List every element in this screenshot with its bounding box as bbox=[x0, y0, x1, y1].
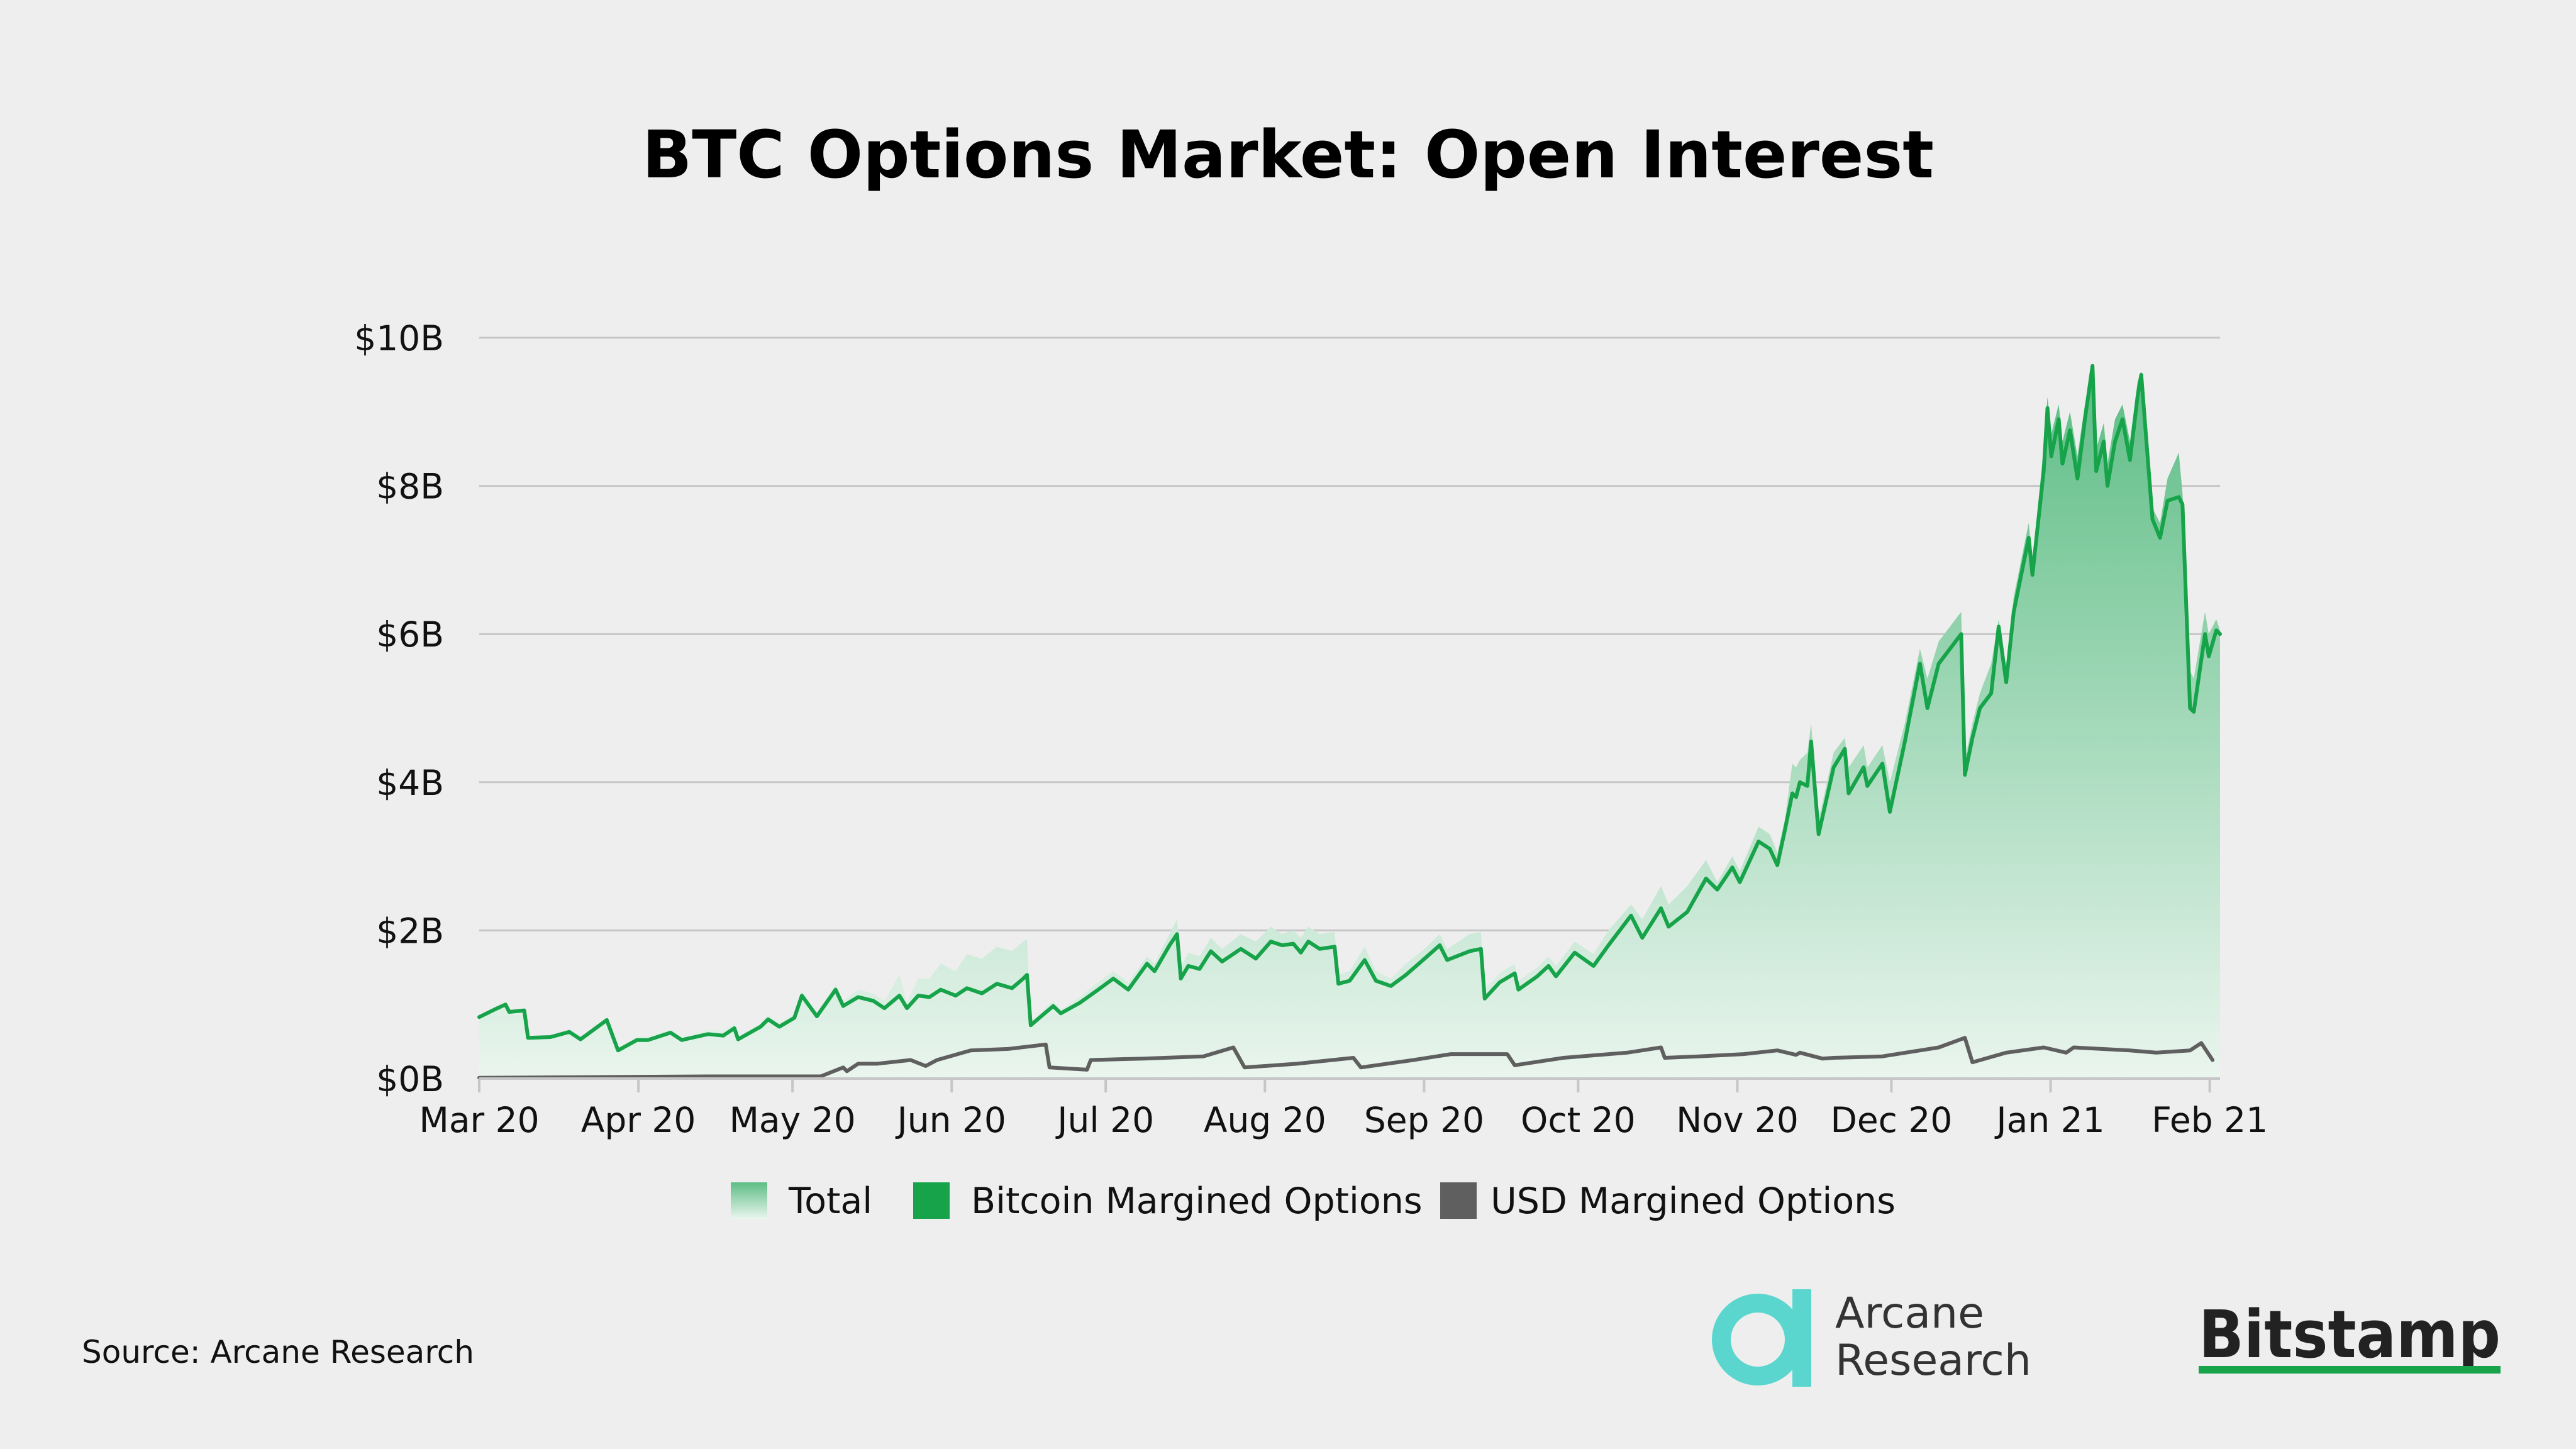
series-area-total bbox=[479, 365, 2220, 1079]
x-tick-label: Jan 21 bbox=[1994, 1100, 2104, 1140]
series-layer bbox=[477, 364, 2222, 1080]
x-tick-label: Mar 20 bbox=[419, 1100, 539, 1140]
bitstamp-logo: Bitstamp bbox=[2199, 1296, 2501, 1374]
legend-label-btc: Bitcoin Margined Options bbox=[971, 1180, 1423, 1222]
x-tick-label: Apr 20 bbox=[581, 1100, 696, 1140]
series-line-usd-margined-options bbox=[477, 1036, 2215, 1080]
source-note: Source: Arcane Research bbox=[82, 1334, 474, 1370]
arcane-wordmark-line2: Research bbox=[1835, 1336, 2031, 1385]
chart-title: BTC Options Market: Open Interest bbox=[642, 116, 1934, 193]
x-axis: Mar 20 Apr 20 May 20 Jun 20 Jul 20 Aug 20 Sep … bbox=[419, 1077, 2268, 1140]
legend-swatch-total bbox=[731, 1182, 767, 1219]
legend-swatch-btc bbox=[913, 1182, 950, 1219]
x-tick-label: Jul 20 bbox=[1055, 1100, 1154, 1140]
y-tick-label: $0B bbox=[376, 1059, 444, 1099]
legend-label-total: Total bbox=[788, 1180, 872, 1222]
y-tick-label: $6B bbox=[376, 614, 444, 655]
x-tick-label: Aug 20 bbox=[1204, 1100, 1326, 1140]
x-tick-label: Nov 20 bbox=[1676, 1100, 1799, 1140]
bitstamp-underline bbox=[2199, 1366, 2501, 1374]
x-tick-label: Feb 21 bbox=[2151, 1100, 2268, 1140]
arcane-research-logo: Arcane Research bbox=[1712, 1289, 2031, 1387]
arcane-wordmark-line1: Arcane bbox=[1835, 1289, 1984, 1338]
x-tick-label: May 20 bbox=[729, 1100, 855, 1140]
y-tick-label: $8B bbox=[376, 467, 444, 507]
x-tick-label: Sep 20 bbox=[1364, 1100, 1484, 1140]
legend: Total Bitcoin Margined Options USD Margi… bbox=[731, 1180, 1896, 1222]
x-tick-label: Jun 20 bbox=[895, 1100, 1006, 1140]
y-axis-labels: $0B $2B $4B $6B $8B $10B bbox=[354, 318, 444, 1099]
y-tick-label: $2B bbox=[376, 911, 444, 951]
y-tick-label: $10B bbox=[354, 318, 444, 358]
x-tick-label: Dec 20 bbox=[1830, 1100, 1952, 1140]
bitstamp-wordmark: Bitstamp bbox=[2199, 1296, 2501, 1373]
legend-label-usd: USD Margined Options bbox=[1491, 1180, 1896, 1222]
y-tick-label: $4B bbox=[376, 763, 444, 803]
arcane-logo-icon bbox=[1712, 1289, 1811, 1387]
x-tick-label: Oct 20 bbox=[1521, 1100, 1636, 1140]
series-line-bitcoin-margined-options bbox=[477, 364, 2222, 1053]
legend-swatch-usd bbox=[1440, 1182, 1477, 1219]
